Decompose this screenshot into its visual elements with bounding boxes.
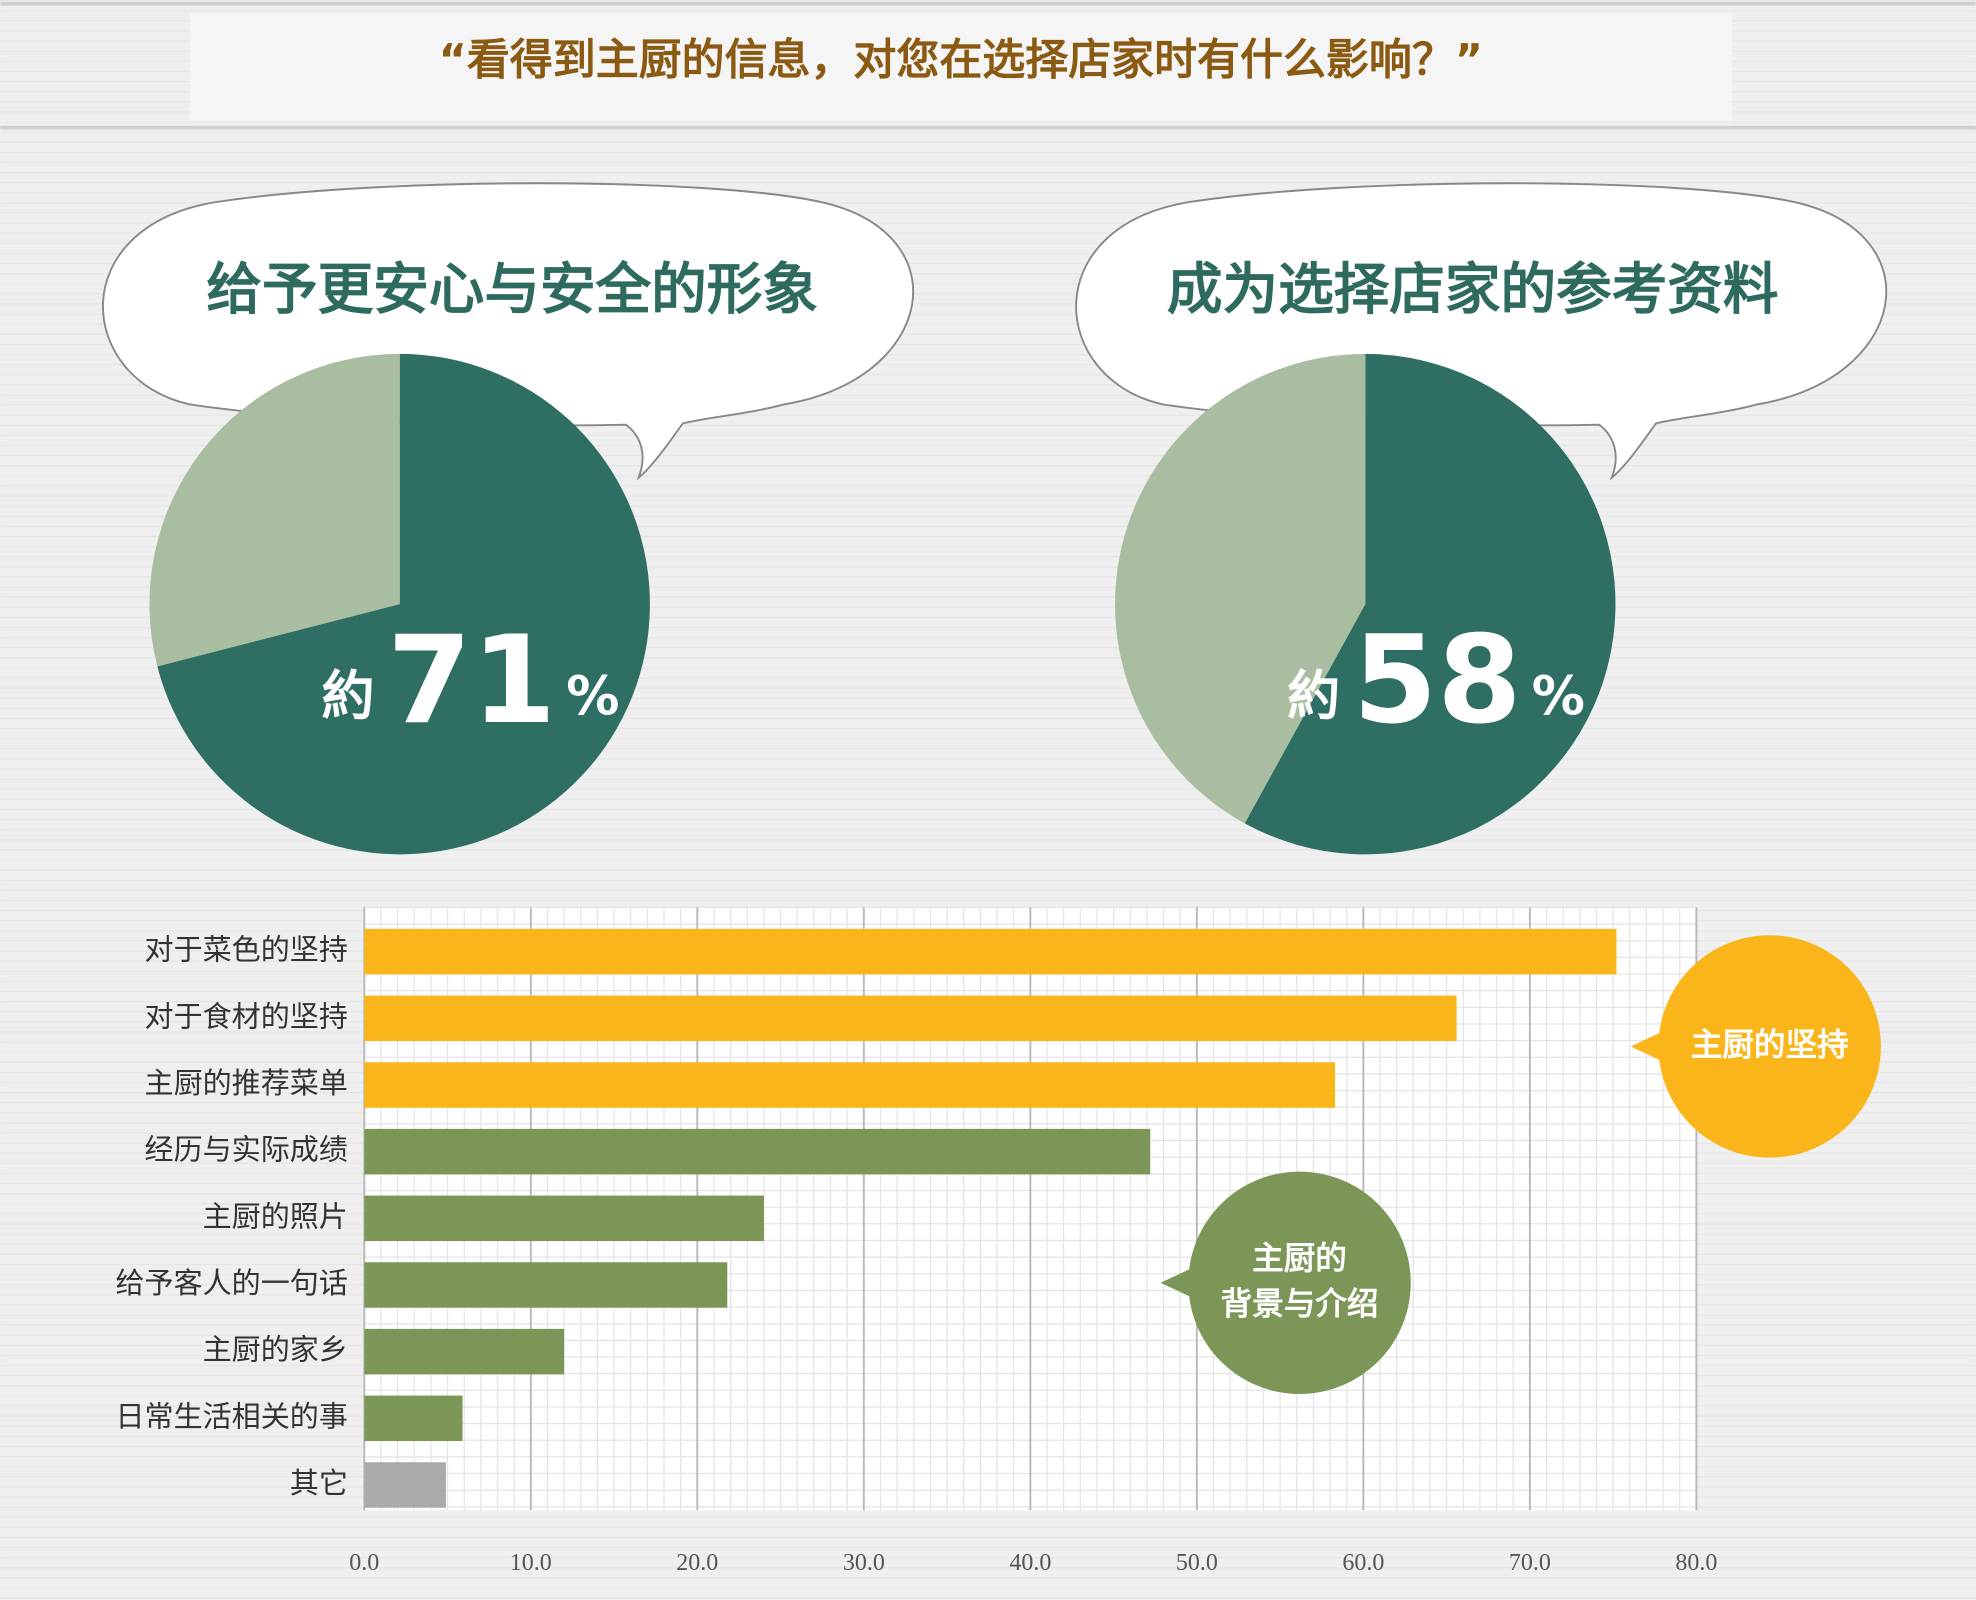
x-tick-label: 50.0: [1176, 1550, 1218, 1576]
label-unit: %: [566, 665, 619, 727]
title-band: [189, 12, 1732, 122]
bubble-title: 成为选择店家的参考资料: [1167, 257, 1779, 322]
y-tick-label: 给予客人的一句话: [115, 1266, 347, 1300]
x-tick-label: 30.0: [843, 1550, 885, 1576]
x-tick-label: 20.0: [676, 1550, 718, 1576]
x-tick-label: 0.0: [349, 1550, 379, 1576]
label-value: 58: [1353, 609, 1522, 751]
bar: [364, 1462, 446, 1508]
bar: [364, 1062, 1336, 1108]
bar: [364, 1195, 764, 1242]
callout-circle: [1658, 935, 1881, 1158]
callout-text: 主厨的坚持: [1691, 1027, 1849, 1063]
x-tick-label: 60.0: [1342, 1550, 1384, 1576]
y-tick-label: 对于食材的坚持: [145, 999, 348, 1033]
y-tick-label: 主厨的推荐菜单: [145, 1066, 348, 1100]
pie-slice: [1115, 353, 1366, 824]
y-tick-label: 对于菜色的坚持: [145, 933, 348, 967]
bar: [364, 1395, 463, 1442]
x-tick-label: 40.0: [1009, 1550, 1051, 1576]
y-tick-label: 主厨的家乡: [203, 1333, 348, 1367]
bar: [364, 928, 1617, 975]
bar: [364, 1128, 1151, 1175]
page-title: “看得到主厨的信息，对您在选择店家时有什么影响？”: [439, 36, 1483, 86]
callout-text: 主厨的: [1252, 1241, 1347, 1277]
pie-slice: [149, 353, 400, 667]
bar: [364, 1262, 728, 1308]
y-tick-label: 日常生活相关的事: [115, 1399, 347, 1433]
pie-slice: [1244, 353, 1616, 855]
pie-slice: [157, 353, 650, 855]
label-unit: %: [1532, 665, 1585, 727]
y-tick-label: 主厨的照片: [203, 1199, 348, 1233]
pie-label: 約 71%: [322, 609, 620, 751]
callout-circle: [1188, 1171, 1411, 1394]
x-tick-label: 10.0: [510, 1550, 552, 1576]
label-prefix: 約: [1287, 665, 1340, 727]
label-value: 71: [387, 609, 556, 751]
bubble-title: 给予更安心与安全的形象: [206, 257, 818, 322]
x-tick-label: 80.0: [1675, 1550, 1717, 1576]
x-tick-label: 70.0: [1509, 1550, 1551, 1576]
bar: [364, 1328, 565, 1375]
y-tick-label: 经历与实际成绩: [145, 1133, 348, 1167]
label-prefix: 約: [322, 665, 375, 727]
bar: [364, 995, 1457, 1042]
callout-text: 背景与介绍: [1221, 1287, 1379, 1323]
pie-label: 約 58%: [1287, 609, 1585, 751]
y-tick-label: 其它: [290, 1466, 348, 1500]
